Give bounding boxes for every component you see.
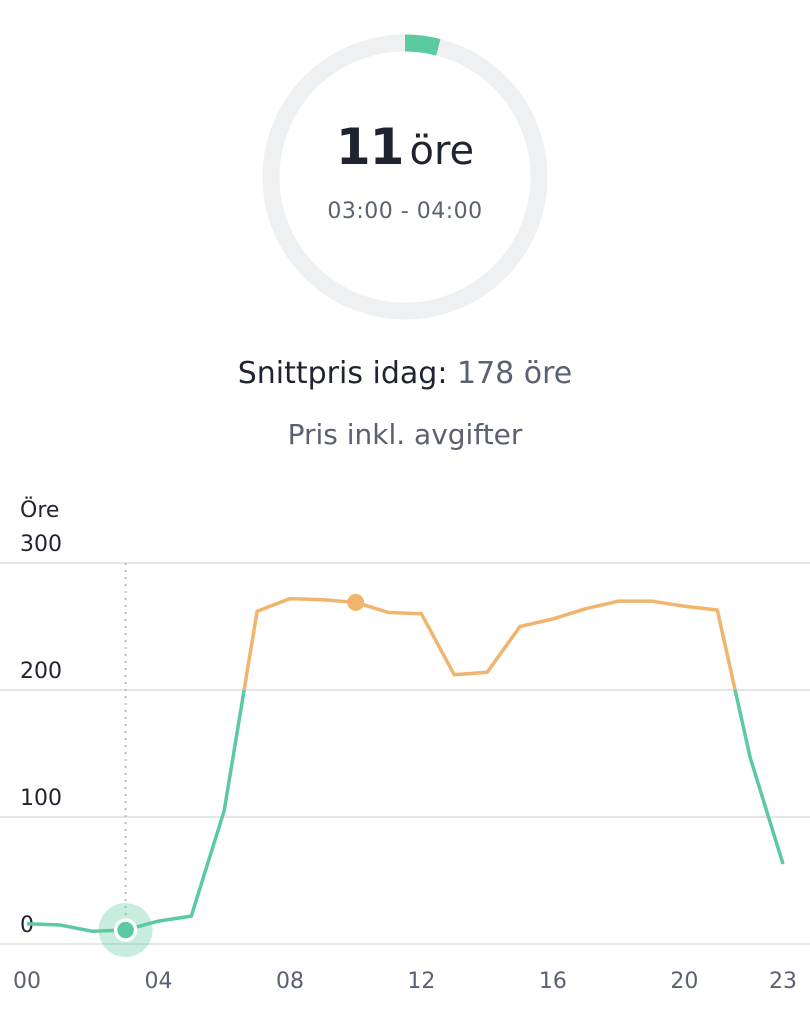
x-tick-label: 08 [276, 969, 304, 994]
data-point [57, 922, 63, 928]
data-point [188, 913, 194, 919]
current-price: 11 öre [0, 118, 810, 176]
y-axis-label: Öre [20, 497, 59, 523]
average-price-label: Snittpris idag: [237, 356, 448, 391]
x-tick-label: 16 [539, 969, 567, 994]
y-tick-label: 100 [20, 786, 62, 811]
highlight-point-marker [347, 593, 365, 611]
x-tick-label: 04 [144, 969, 172, 994]
data-point [24, 921, 30, 927]
current-hour-marker[interactable] [113, 918, 138, 942]
data-point [517, 624, 523, 630]
data-point [287, 596, 293, 602]
grid [0, 562, 810, 945]
data-point [451, 672, 457, 678]
data-point [747, 754, 753, 760]
y-tick-label: 0 [20, 913, 34, 938]
data-point [155, 918, 161, 924]
current-time-range: 03:00 - 04:00 [327, 199, 483, 224]
current-price-unit: öre [409, 128, 475, 174]
y-tick-label: 300 [20, 532, 62, 557]
gauge-fill-arc [404, 34, 441, 56]
gauge-track [262, 34, 548, 320]
x-tick-labels: 00 04 08 12 16 20 23 [13, 969, 797, 994]
price-gauge [262, 34, 548, 320]
data-point [780, 861, 786, 867]
data-point [714, 607, 720, 613]
series-line-high [242, 596, 737, 690]
data-point [254, 608, 260, 614]
x-tick-label: 12 [407, 969, 435, 994]
data-point [484, 669, 490, 675]
y-tick-label: 200 [20, 659, 62, 684]
price-note: Pris inkl. avgifter [287, 418, 523, 451]
data-point [221, 808, 227, 814]
x-tick-label: 20 [670, 969, 698, 994]
x-tick-label: 23 [769, 969, 797, 994]
data-point [418, 611, 424, 617]
data-point [550, 616, 556, 622]
data-point [386, 610, 392, 616]
data-point [681, 603, 687, 609]
data-point [90, 928, 96, 934]
current-price-value: 11 [335, 118, 405, 176]
data-point [583, 606, 589, 612]
data-point [320, 597, 326, 603]
series-line-low [26, 690, 785, 934]
x-tick-label: 00 [13, 969, 41, 994]
price-chart[interactable]: Öre 0 100 200 300 00 04 08 12 16 20 23 [0, 480, 810, 1024]
chart-markers [98, 593, 365, 958]
data-point [616, 598, 622, 604]
average-price-value: 178 öre [456, 356, 573, 391]
data-points [24, 596, 786, 935]
data-point [649, 598, 655, 604]
average-price: Snittpris idag: 178 öre [0, 356, 810, 391]
y-tick-labels: 0 100 200 300 [20, 532, 62, 938]
